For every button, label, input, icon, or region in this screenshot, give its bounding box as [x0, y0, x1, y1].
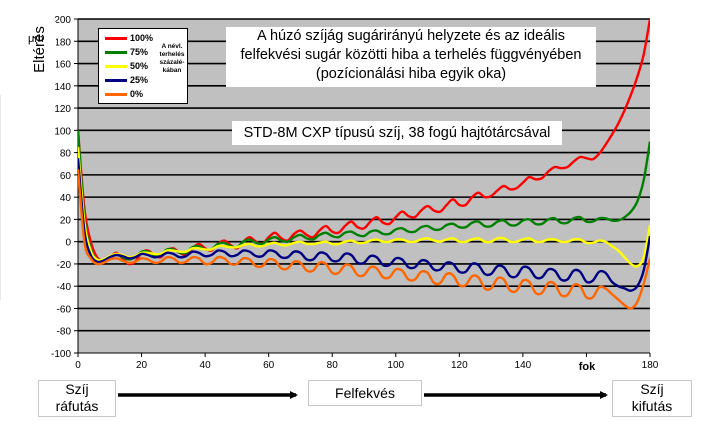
belt-entry-line-2: ráfutás: [55, 398, 99, 414]
legend-item-50: 50%: [105, 60, 148, 72]
y-tick-label: 0: [65, 238, 71, 249]
x-tick-label: 100: [387, 360, 404, 371]
legend-note-line-3: százalé-: [159, 59, 185, 66]
y-tick-label: 140: [54, 82, 71, 93]
x-unit-label: fok: [574, 357, 600, 377]
y-tick-label: -40: [57, 282, 72, 293]
legend-swatch-75: [105, 50, 127, 54]
belt-exit-line-2: kifutás: [631, 398, 673, 414]
legend-label-100: 100%: [130, 33, 154, 43]
y-tick-label: 200: [54, 15, 71, 26]
legend-item-0: 0%: [105, 88, 143, 100]
x-tick-label: 40: [200, 360, 212, 371]
x-tick-label: 80: [327, 360, 339, 371]
y-tick-label: 40: [60, 193, 72, 204]
legend-swatch-50: [105, 64, 127, 68]
chart-subtitle: STD-8M CXP típusú szíj, 38 fogú hajtótár…: [232, 121, 562, 145]
chart-title: A húzó szíjág sugárirányú helyzete és az…: [226, 27, 596, 87]
x-tick-label: 140: [515, 360, 532, 371]
belt-entry-label: Szíj ráfutás: [38, 380, 116, 417]
y-tick-label: -60: [57, 304, 72, 315]
legend-item-25: 25%: [105, 74, 148, 86]
y-tick-label: 100: [54, 126, 71, 137]
series-line-4: [78, 169, 650, 310]
legend-item-100: 100%: [105, 32, 153, 44]
legend-label-25: 25%: [130, 75, 149, 85]
left-divider: [0, 95, 1, 300]
y-axis-title-box: Eltérés: [22, 22, 56, 77]
y-tick-label: 180: [54, 37, 71, 48]
title-line-2: felfekvési sugár közötti hiba a terhelés…: [240, 47, 582, 63]
x-tick-label: 60: [263, 360, 275, 371]
y-unit-label: μm: [28, 33, 44, 45]
legend-swatch-0: [105, 92, 127, 96]
legend-note-line-1: A névl.: [161, 43, 183, 50]
title-line-1: A húzó szíjág sugárirányú helyzete és az…: [257, 28, 565, 44]
belt-entry-line-1: Szíj: [65, 381, 89, 397]
legend: 100% 75% 50% 25% 0% A névl. terhelés szá…: [98, 28, 188, 104]
y-tick-label: -80: [57, 327, 72, 338]
legend-swatch-25: [105, 78, 127, 82]
legend-label-0: 0%: [130, 89, 144, 99]
y-tick-label: -100: [51, 349, 71, 360]
x-tick-label: 120: [451, 360, 468, 371]
y-tick-label: -20: [57, 260, 72, 271]
series-line-2: [78, 146, 650, 268]
title-line-3: (pozícionálási hiba egyik oka): [315, 66, 507, 82]
contact-zone-label: Felfekvés: [308, 380, 422, 406]
legend-item-75: 75%: [105, 46, 148, 58]
legend-note-line-4: kában: [162, 67, 182, 74]
x-tick-label: 0: [75, 360, 81, 371]
y-tick-label: 60: [60, 171, 72, 182]
legend-note: A névl. terhelés százalé- kában: [157, 43, 187, 75]
legend-label-75: 75%: [130, 47, 149, 57]
y-tick-label: 160: [54, 60, 71, 71]
legend-label-50: 50%: [130, 61, 149, 71]
x-tick-label: 20: [136, 360, 148, 371]
belt-exit-line-1: Szíj: [640, 381, 664, 397]
y-tick-label: 120: [54, 104, 71, 115]
series-line-3: [78, 158, 650, 292]
y-tick-label: 20: [60, 215, 72, 226]
belt-exit-label: Szíj kifutás: [612, 380, 692, 417]
legend-swatch-100: [105, 36, 127, 40]
y-tick-label: 80: [60, 149, 72, 160]
x-tick-label: 180: [642, 360, 659, 371]
legend-note-line-2: terhelés: [159, 51, 185, 58]
